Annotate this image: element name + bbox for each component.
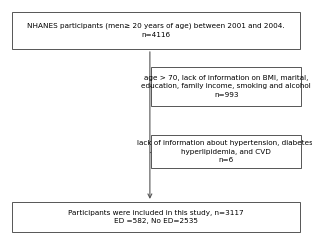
FancyBboxPatch shape [12, 12, 300, 49]
Text: Participants were included in this study, n=3117
ED =582, No ED=2535: Participants were included in this study… [68, 210, 244, 224]
Text: lack of information about hypertension, diabetes,
hyperlipidemia, and CVD
n=6: lack of information about hypertension, … [137, 140, 312, 163]
FancyBboxPatch shape [12, 202, 300, 232]
Text: age > 70, lack of information on BMI, marital,
education, family income, smoking: age > 70, lack of information on BMI, ma… [141, 75, 311, 98]
FancyBboxPatch shape [151, 135, 301, 168]
Text: NHANES participants (men≥ 20 years of age) between 2001 and 2004.
n=4116: NHANES participants (men≥ 20 years of ag… [27, 23, 285, 38]
FancyBboxPatch shape [151, 66, 301, 106]
